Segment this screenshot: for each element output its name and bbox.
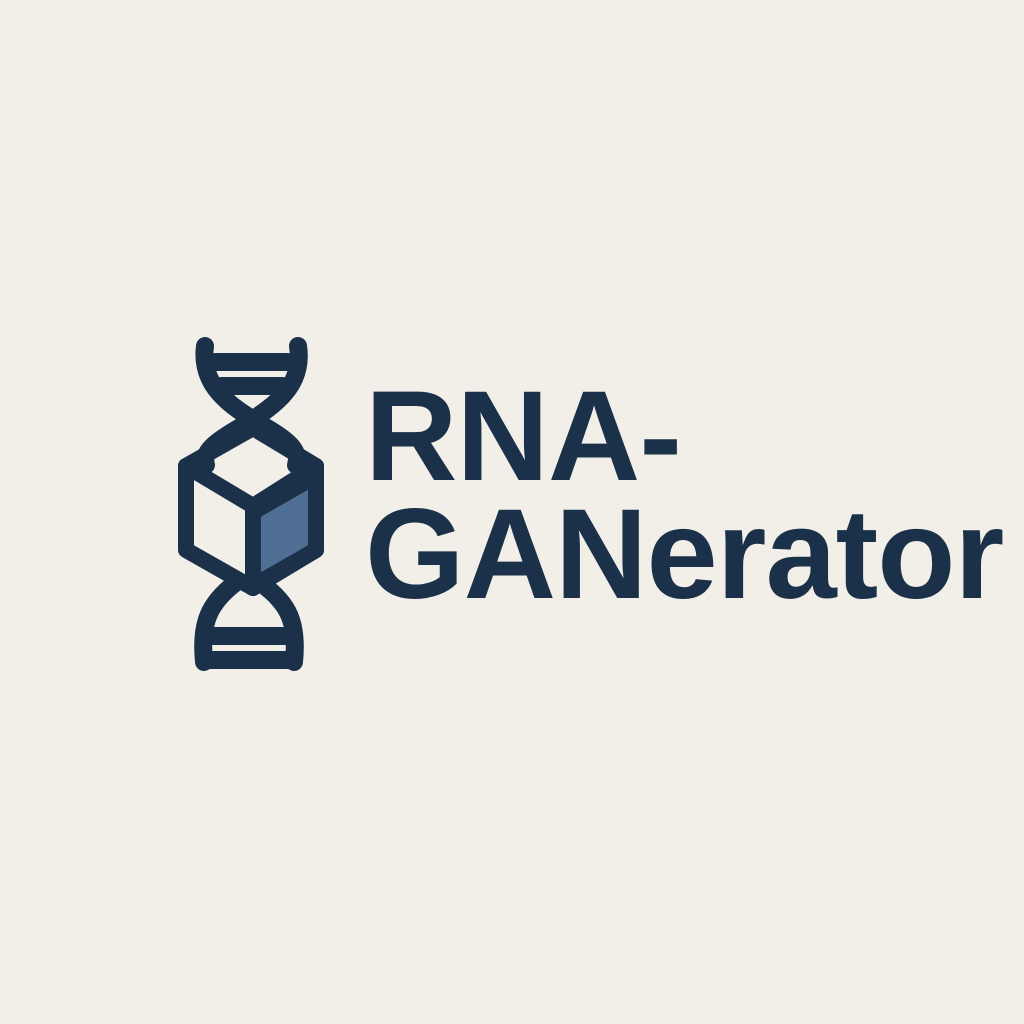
brand-name-line-1: RNA- xyxy=(365,365,682,508)
brand-name-line-2: GANerator xyxy=(365,483,1004,626)
dna-helix-cube-icon xyxy=(178,337,324,671)
brand-wordmark: RNA- GANerator xyxy=(365,365,1004,626)
